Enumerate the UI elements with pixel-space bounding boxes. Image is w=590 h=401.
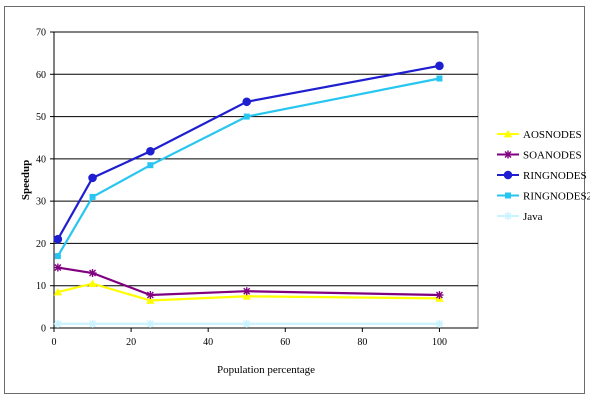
series-group <box>53 61 444 328</box>
legend-item-ringnodes2: RINGNODES2 <box>497 191 590 203</box>
data-point-ringnodes2 <box>89 193 96 200</box>
marker-stroke <box>54 320 62 328</box>
marker-stroke <box>243 287 251 295</box>
marker-stroke <box>435 291 443 299</box>
legend-marker-java <box>504 212 512 220</box>
data-point-ringnodes <box>88 173 97 183</box>
data-point-soanodes <box>435 291 444 300</box>
legend-item-java: Java <box>497 211 543 223</box>
legend-item-aosnodes: AOSNODES <box>497 129 582 141</box>
marker-stroke <box>243 320 251 328</box>
data-point-soanodes <box>146 291 155 300</box>
data-point-java <box>435 319 444 328</box>
series-java <box>53 319 444 328</box>
marker-stroke <box>504 151 512 158</box>
data-point-aosnodes <box>53 287 63 296</box>
data-point-ringnodes <box>435 61 444 71</box>
data-point-ringnodes2 <box>147 162 154 169</box>
marker-stroke <box>89 320 97 328</box>
series-ringnodes <box>53 61 444 244</box>
data-point-ringnodes <box>53 234 63 244</box>
x-tick-label: 100 <box>432 337 447 348</box>
legend-label-ringnodes: RINGNODES <box>523 170 587 182</box>
x-tick-label: 0 <box>52 337 57 348</box>
data-point-ringnodes2 <box>436 75 443 82</box>
legend: AOSNODES SOANODES RINGNODES RINGNODES2 Java <box>497 129 590 223</box>
marker-stroke <box>146 291 154 299</box>
series-aosnodes <box>53 279 444 304</box>
axes: 0 10 20 30 40 50 60 70 0 20 40 60 80 100 <box>36 28 478 348</box>
legend-marker-aosnodes <box>503 129 513 138</box>
data-point-soanodes <box>53 263 62 272</box>
y-tick-label: 40 <box>36 154 46 165</box>
y-tick-label: 70 <box>36 28 46 39</box>
data-point-java <box>242 319 251 328</box>
legend-marker-ringnodes2 <box>505 192 511 199</box>
y-axis-label: Speedup <box>20 160 32 200</box>
data-point-java <box>53 319 62 328</box>
y-tick-label: 60 <box>36 70 46 81</box>
x-axis-label: Population percentage <box>217 364 315 376</box>
data-point-soanodes <box>88 269 97 278</box>
data-point-java <box>88 319 97 328</box>
marker-stroke <box>54 264 62 272</box>
y-tick-label: 30 <box>36 197 46 208</box>
marker-stroke <box>504 212 512 220</box>
legend-marker-ringnodes <box>503 170 513 180</box>
marker-stroke <box>435 320 443 328</box>
series-ringnodes2 <box>54 75 443 260</box>
data-point-java <box>146 319 155 328</box>
legend-item-soanodes: SOANODES <box>497 150 582 162</box>
legend-label-java: Java <box>523 211 543 223</box>
data-point-ringnodes <box>242 97 252 107</box>
data-point-aosnodes <box>242 292 251 300</box>
y-tick-label: 10 <box>36 281 46 292</box>
y-tick-label: 50 <box>36 112 46 123</box>
y-tick-label: 20 <box>36 239 46 250</box>
legend-item-ringnodes: RINGNODES <box>497 170 587 182</box>
y-tick-label: 0 <box>41 324 46 335</box>
x-tick-label: 80 <box>357 337 367 348</box>
data-point-ringnodes2 <box>243 113 250 120</box>
x-tick-label: 40 <box>203 337 213 348</box>
legend-label-aosnodes: AOSNODES <box>523 129 582 141</box>
x-tick-label: 20 <box>126 337 136 348</box>
data-point-ringnodes2 <box>54 253 61 260</box>
series-soanodes <box>53 263 444 300</box>
data-point-ringnodes <box>146 146 155 156</box>
data-point-soanodes <box>242 287 251 296</box>
data-point-aosnodes <box>88 279 97 287</box>
legend-label-soanodes: SOANODES <box>523 150 582 162</box>
x-tick-label: 60 <box>280 337 290 348</box>
marker-stroke <box>146 320 154 328</box>
data-point-aosnodes <box>146 296 155 304</box>
legend-marker-soanodes <box>504 150 512 159</box>
marker-stroke <box>89 269 97 277</box>
gridlines <box>54 31 478 287</box>
legend-label-ringnodes2: RINGNODES2 <box>523 191 590 203</box>
